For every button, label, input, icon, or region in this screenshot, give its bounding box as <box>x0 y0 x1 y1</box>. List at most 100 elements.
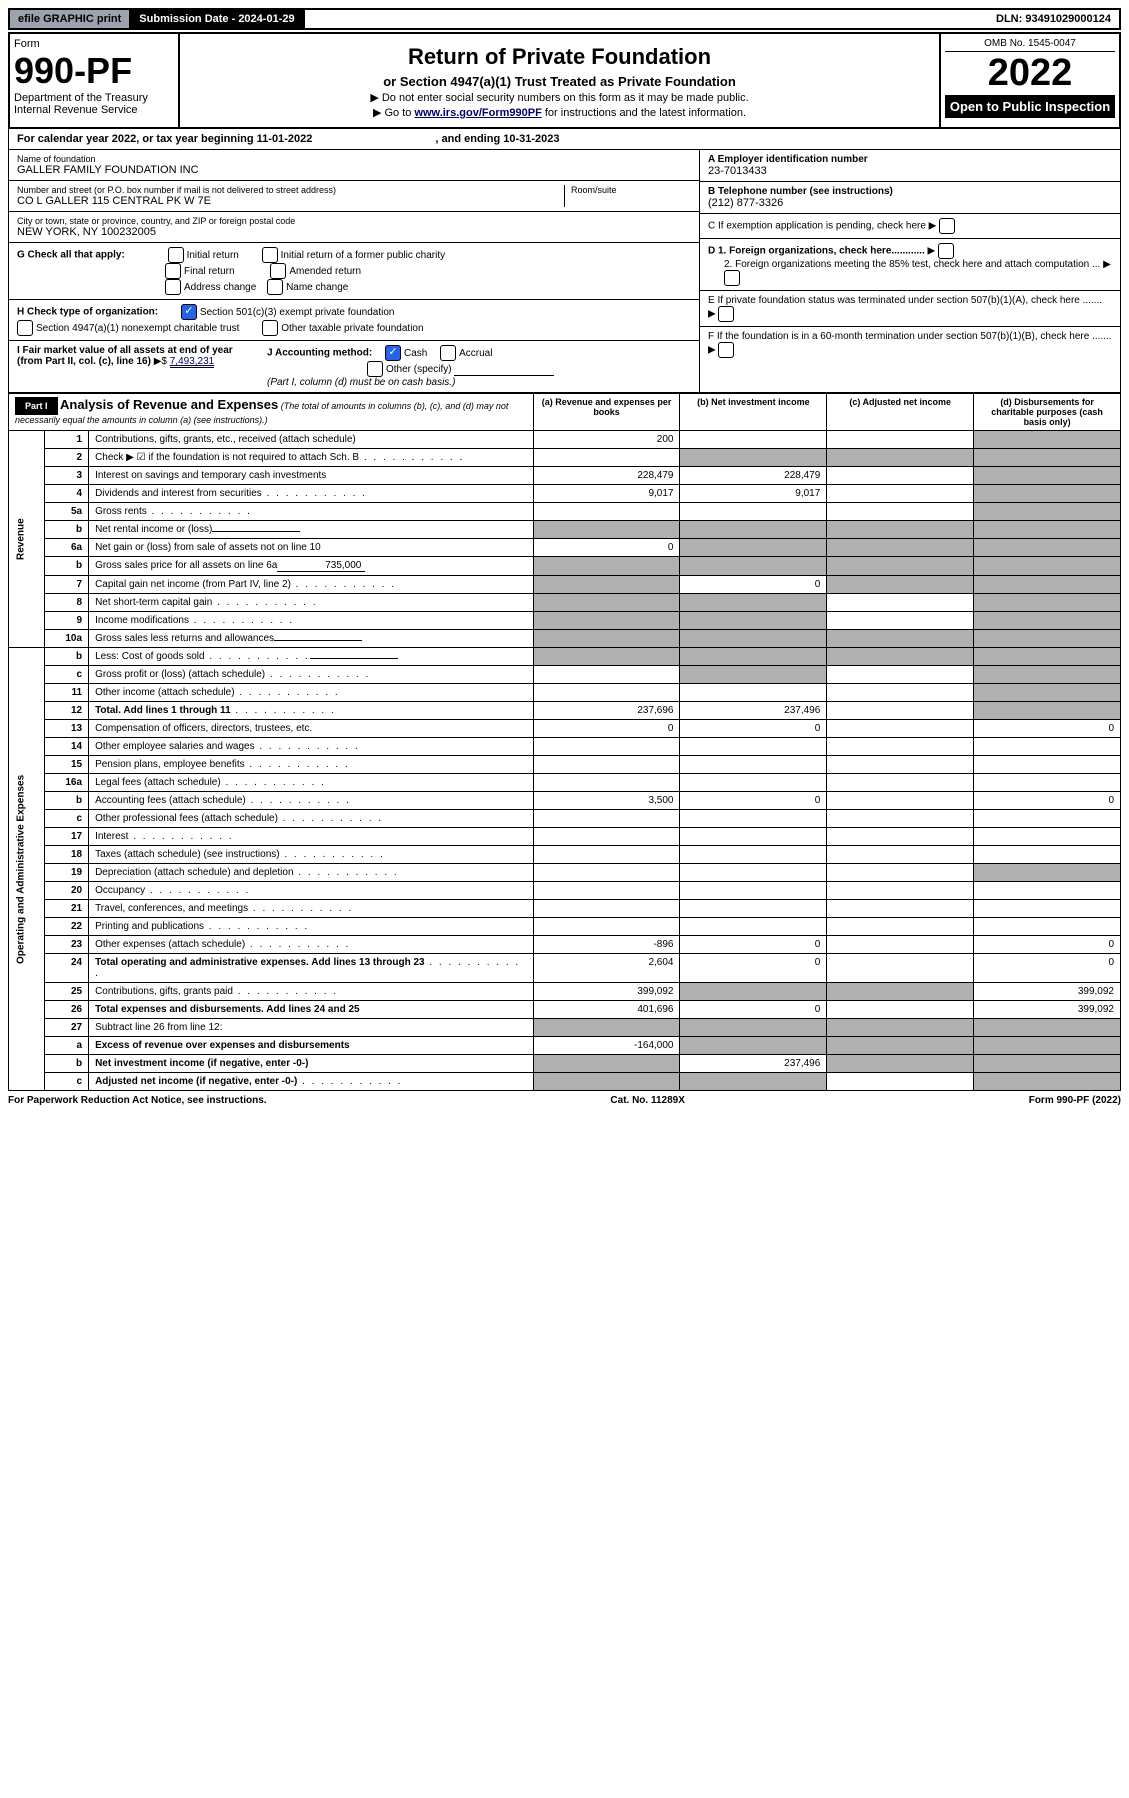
amount-cell <box>827 846 974 864</box>
amount-cell <box>533 828 680 846</box>
chk-501c3[interactable] <box>181 304 197 320</box>
line-desc: Depreciation (attach schedule) and deple… <box>89 864 534 882</box>
revenue-label: Revenue <box>9 431 45 648</box>
line-desc: Compensation of officers, directors, tru… <box>89 720 534 738</box>
line-number: 14 <box>44 738 88 756</box>
amount-cell <box>974 864 1121 882</box>
opt-other-tax: Other taxable private foundation <box>281 323 423 334</box>
amount-cell <box>533 521 680 539</box>
line-number: 8 <box>44 594 88 612</box>
fmv-value[interactable]: 7,493,231 <box>170 356 215 368</box>
amount-cell: 200 <box>533 431 680 449</box>
table-row: 4Dividends and interest from securities9… <box>9 485 1121 503</box>
open-public-badge: Open to Public Inspection <box>945 95 1115 118</box>
amount-cell <box>974 810 1121 828</box>
table-row: 3Interest on savings and temporary cash … <box>9 467 1121 485</box>
amount-cell: 237,496 <box>680 1055 827 1073</box>
table-row: cOther professional fees (attach schedul… <box>9 810 1121 828</box>
dept-label: Department of the Treasury <box>14 92 174 104</box>
amount-cell <box>533 594 680 612</box>
chk-cash[interactable] <box>385 345 401 361</box>
amount-cell <box>680 449 827 467</box>
table-row: 7Capital gain net income (from Part IV, … <box>9 576 1121 594</box>
check-h: H Check type of organization: Section 50… <box>9 300 699 341</box>
form-label: Form <box>14 38 174 50</box>
d2-label: 2. Foreign organizations meeting the 85%… <box>724 259 1100 270</box>
chk-name[interactable] <box>267 279 283 295</box>
line-desc: Interest <box>89 828 534 846</box>
part1-title: Analysis of Revenue and Expenses <box>60 397 278 412</box>
chk-other-tax[interactable] <box>262 320 278 336</box>
chk-c[interactable] <box>939 218 955 234</box>
amount-cell <box>974 630 1121 648</box>
opt-4947: Section 4947(a)(1) nonexempt charitable … <box>36 323 239 334</box>
amount-cell <box>680 648 827 666</box>
chk-initial[interactable] <box>168 247 184 263</box>
amount-cell: 9,017 <box>680 485 827 503</box>
line-number: 2 <box>44 449 88 467</box>
table-row: 23Other expenses (attach schedule)-89600 <box>9 936 1121 954</box>
amount-cell: 3,500 <box>533 792 680 810</box>
amount-cell <box>533 756 680 774</box>
amount-cell <box>974 666 1121 684</box>
chk-initial-former[interactable] <box>262 247 278 263</box>
amount-cell <box>974 467 1121 485</box>
amount-cell <box>974 828 1121 846</box>
opt-name: Name change <box>286 282 348 293</box>
table-row: 2Check ▶ ☑ if the foundation is not requ… <box>9 449 1121 467</box>
chk-d1[interactable] <box>938 243 954 259</box>
amount-cell <box>680 630 827 648</box>
line-number: 9 <box>44 612 88 630</box>
chk-4947[interactable] <box>17 320 33 336</box>
form-ref: Form 990-PF (2022) <box>1029 1095 1121 1106</box>
amount-cell <box>827 954 974 983</box>
amount-cell <box>827 792 974 810</box>
chk-e[interactable] <box>718 306 734 322</box>
line-desc: Total. Add lines 1 through 11 <box>89 702 534 720</box>
amount-cell <box>827 630 974 648</box>
chk-other-acct[interactable] <box>367 361 383 377</box>
amount-cell <box>827 882 974 900</box>
chk-f[interactable] <box>718 342 734 358</box>
amount-cell <box>827 594 974 612</box>
amount-cell <box>827 983 974 1001</box>
amount-cell <box>533 1055 680 1073</box>
table-row: cAdjusted net income (if negative, enter… <box>9 1073 1121 1091</box>
opt-501c3: Section 501(c)(3) exempt private foundat… <box>200 307 395 318</box>
line-desc: Gross sales price for all assets on line… <box>89 557 534 576</box>
efile-print-button[interactable]: efile GRAPHIC print <box>10 10 131 28</box>
opt-accrual: Accrual <box>459 348 492 359</box>
amount-cell <box>827 485 974 503</box>
amount-cell: 0 <box>533 720 680 738</box>
line-desc: Gross profit or (loss) (attach schedule) <box>89 666 534 684</box>
irs-label: Internal Revenue Service <box>14 104 174 116</box>
amount-cell <box>827 864 974 882</box>
irs-link[interactable]: www.irs.gov/Form990PF <box>414 107 541 119</box>
amount-cell <box>974 539 1121 557</box>
amount-cell <box>974 900 1121 918</box>
amount-cell <box>827 1001 974 1019</box>
amount-cell: 399,092 <box>974 1001 1121 1019</box>
line-desc: Pension plans, employee benefits <box>89 756 534 774</box>
amount-cell <box>974 485 1121 503</box>
amount-cell <box>533 900 680 918</box>
opt-amended: Amended return <box>289 266 361 277</box>
line-desc: Capital gain net income (from Part IV, l… <box>89 576 534 594</box>
amount-cell <box>974 1073 1121 1091</box>
chk-address[interactable] <box>165 279 181 295</box>
amount-cell: 0 <box>974 720 1121 738</box>
line-desc: Income modifications <box>89 612 534 630</box>
chk-accrual[interactable] <box>440 345 456 361</box>
expenses-label: Operating and Administrative Expenses <box>9 648 45 1091</box>
table-row: 6aNet gain or (loss) from sale of assets… <box>9 539 1121 557</box>
c-label: C If exemption application is pending, c… <box>708 221 926 232</box>
table-row: bGross sales price for all assets on lin… <box>9 557 1121 576</box>
line-desc: Net rental income or (loss) <box>89 521 534 539</box>
chk-amended[interactable] <box>270 263 286 279</box>
amount-cell <box>827 503 974 521</box>
j-note: (Part I, column (d) must be on cash basi… <box>267 377 455 388</box>
table-row: cGross profit or (loss) (attach schedule… <box>9 666 1121 684</box>
amount-cell <box>680 1073 827 1091</box>
chk-d2[interactable] <box>724 270 740 286</box>
chk-final[interactable] <box>165 263 181 279</box>
